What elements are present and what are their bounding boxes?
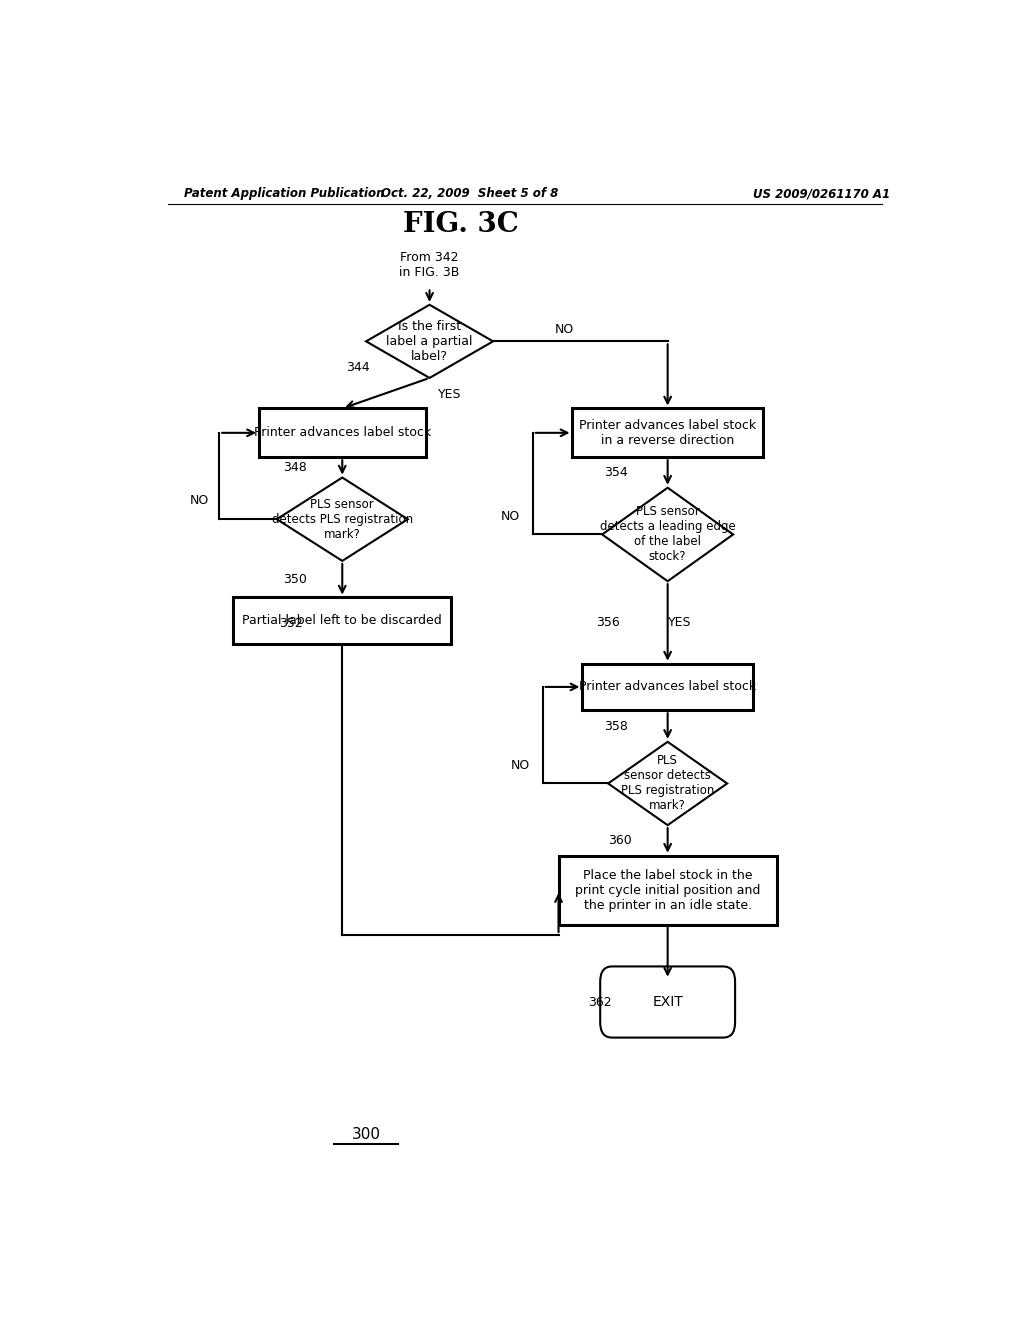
Text: PLS sensor
detects a leading edge
of the label
stock?: PLS sensor detects a leading edge of the… [600,506,735,564]
Text: NO: NO [501,510,520,523]
Text: Oct. 22, 2009  Sheet 5 of 8: Oct. 22, 2009 Sheet 5 of 8 [381,187,558,201]
Polygon shape [276,478,408,561]
Text: Printer advances label stock
in a reverse direction: Printer advances label stock in a revers… [580,418,756,447]
Text: PLS
sensor detects
PLS registration
mark?: PLS sensor detects PLS registration mark… [621,755,715,813]
Text: EXIT: EXIT [652,995,683,1008]
Text: 300: 300 [351,1127,381,1142]
Polygon shape [367,305,494,378]
Text: 356: 356 [596,616,620,628]
Text: NO: NO [189,495,209,507]
Text: 344: 344 [346,362,370,375]
Text: From 342
in FIG. 3B: From 342 in FIG. 3B [399,251,460,279]
Text: NO: NO [555,322,574,335]
Text: YES: YES [437,388,461,401]
Text: YES: YES [668,616,691,628]
Text: 360: 360 [608,834,632,847]
Text: Patent Application Publication: Patent Application Publication [183,187,384,201]
Text: 358: 358 [604,719,628,733]
Text: FIG. 3C: FIG. 3C [403,211,519,238]
Text: Is the first
label a partial
label?: Is the first label a partial label? [386,319,473,363]
Text: US 2009/0261170 A1: US 2009/0261170 A1 [753,187,890,201]
FancyBboxPatch shape [600,966,735,1038]
FancyBboxPatch shape [572,408,763,457]
Text: 354: 354 [604,466,628,479]
FancyBboxPatch shape [558,855,777,925]
Polygon shape [602,487,733,581]
Text: NO: NO [511,759,530,772]
Text: 362: 362 [589,995,612,1008]
Polygon shape [608,742,727,825]
Text: 352: 352 [279,618,302,631]
Text: Place the label stock in the
print cycle initial position and
the printer in an : Place the label stock in the print cycle… [574,869,761,912]
FancyBboxPatch shape [259,408,426,457]
FancyBboxPatch shape [583,664,753,710]
FancyBboxPatch shape [233,598,452,644]
Text: 348: 348 [283,461,306,474]
Text: Printer advances label stock: Printer advances label stock [254,426,431,440]
Text: Partial label left to be discarded: Partial label left to be discarded [243,614,442,627]
Text: Printer advances label stock: Printer advances label stock [580,680,756,693]
Text: 350: 350 [283,573,306,586]
Text: PLS sensor
detects PLS registration
mark?: PLS sensor detects PLS registration mark… [271,498,413,541]
